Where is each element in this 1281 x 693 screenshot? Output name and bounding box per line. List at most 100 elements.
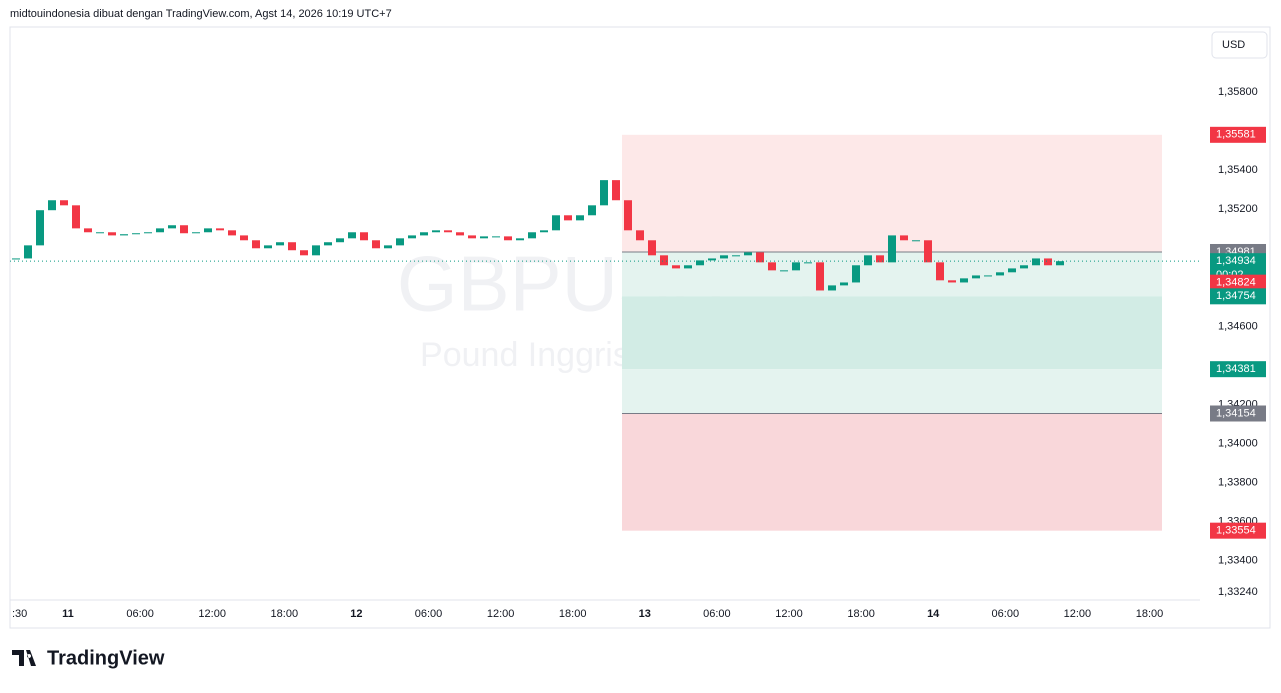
logo: TradingView	[12, 647, 165, 669]
candle	[720, 255, 728, 259]
candle	[852, 265, 860, 283]
candle	[360, 232, 368, 241]
candle	[480, 236, 488, 239]
candle	[300, 250, 308, 256]
candle	[1056, 261, 1064, 266]
y-tick-label: 1,34600	[1218, 320, 1258, 332]
candle	[324, 242, 332, 246]
candle	[216, 228, 224, 231]
x-tick-label: 11	[62, 608, 74, 620]
candle	[492, 236, 500, 238]
x-tick-label: 12:00	[198, 608, 226, 620]
price-badge-label: 1,34381	[1216, 363, 1256, 375]
candle	[780, 270, 788, 272]
candle	[240, 235, 248, 241]
candle	[456, 232, 464, 236]
x-tick-label: 12:00	[775, 608, 803, 620]
candle	[684, 265, 692, 269]
candle	[528, 232, 536, 239]
candle	[648, 240, 656, 256]
y-tick-label: 1,35200	[1218, 203, 1258, 215]
candle	[756, 252, 764, 263]
candle	[636, 230, 644, 241]
x-tick-label: 14	[927, 608, 940, 620]
currency-button[interactable]	[1211, 31, 1268, 59]
x-tick-label: 06:00	[126, 608, 154, 620]
x-tick-label: 18:00	[847, 608, 875, 620]
candle	[396, 238, 404, 246]
candle	[600, 180, 608, 206]
candle	[504, 236, 512, 241]
price-badge	[1210, 274, 1266, 291]
candle	[888, 235, 896, 263]
candle	[744, 252, 752, 256]
candle	[120, 234, 128, 236]
candle	[612, 180, 620, 201]
candle	[840, 282, 848, 286]
price-badge-label: 1,34754	[1216, 290, 1256, 302]
candle	[696, 260, 704, 266]
position-zone	[622, 134, 1162, 252]
candle	[372, 240, 380, 249]
candle	[228, 230, 236, 236]
x-tick-label: 06:00	[415, 608, 443, 620]
x-tick-label: 06:00	[703, 608, 731, 620]
price-badge-label: 1,35581	[1216, 129, 1256, 141]
candle	[276, 242, 284, 246]
candle	[624, 200, 632, 231]
candle	[72, 205, 80, 229]
candle	[156, 228, 164, 233]
logo-text: TradingView	[47, 647, 165, 669]
candle	[588, 205, 596, 216]
candle	[1008, 268, 1016, 273]
x-tick-label: 18:00	[271, 608, 299, 620]
candle	[660, 255, 668, 266]
candle	[732, 255, 740, 257]
candle	[564, 215, 572, 221]
price-badge	[1210, 288, 1266, 305]
candle	[432, 230, 440, 233]
x-tick-label: 12:00	[1064, 608, 1092, 620]
candle	[12, 258, 20, 260]
candle	[768, 262, 776, 271]
candle	[792, 262, 800, 271]
candle	[348, 232, 356, 239]
candle	[996, 272, 1004, 276]
price-badge	[1210, 126, 1266, 143]
position-zone	[622, 369, 1162, 414]
price-badge-label: 1,34154	[1216, 407, 1256, 419]
x-tick-label: 13	[639, 608, 651, 620]
price-badge	[1210, 405, 1266, 422]
y-tick-label: 1,35800	[1218, 86, 1258, 98]
x-tick-label: 12:00	[487, 608, 515, 620]
candle	[672, 265, 680, 269]
candle	[132, 233, 140, 235]
x-tick-label: 12	[350, 608, 362, 620]
candle	[1020, 265, 1028, 269]
candle	[252, 240, 260, 249]
candle	[204, 228, 212, 233]
x-tick-label: 18:00	[559, 608, 587, 620]
candle	[540, 230, 548, 233]
candle	[384, 245, 392, 249]
candle	[312, 245, 320, 256]
price-badge	[1210, 361, 1266, 378]
candle	[516, 238, 524, 241]
position-zone	[622, 296, 1162, 370]
position-zone	[622, 413, 1162, 531]
candle	[1044, 258, 1052, 266]
candle	[576, 215, 584, 221]
candle	[912, 240, 920, 242]
candle	[708, 258, 716, 261]
candle	[108, 232, 116, 236]
candle	[168, 225, 176, 229]
frame	[9, 26, 1271, 629]
candle	[264, 245, 272, 249]
candle	[804, 262, 812, 264]
candle	[876, 255, 884, 263]
y-tick-label: 1,33800	[1218, 477, 1258, 489]
candle	[288, 242, 296, 251]
candle	[96, 232, 104, 234]
candle	[24, 245, 32, 259]
